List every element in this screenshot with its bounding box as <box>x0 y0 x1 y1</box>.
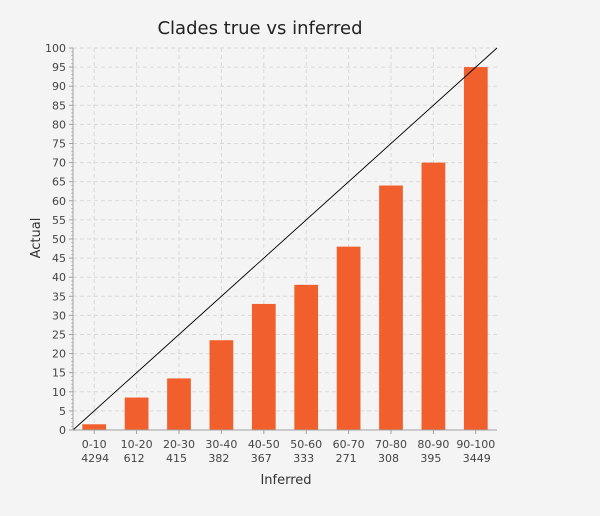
y-tick-label: 10 <box>52 386 66 399</box>
y-tick-label: 85 <box>52 99 66 112</box>
bar-10-20 <box>124 397 149 430</box>
y-tick-label: 60 <box>52 195 66 208</box>
bar-60-70 <box>336 246 361 430</box>
bar-90-100 <box>463 67 488 430</box>
y-tick-label: 90 <box>52 80 66 93</box>
y-tick-label: 100 <box>45 42 66 55</box>
x-tick-label: 50-60 <box>290 438 322 451</box>
diagonal-reference-line <box>72 47 498 431</box>
x-tick-count-label: 382 <box>208 452 229 465</box>
y-tick-label: 15 <box>52 367 66 380</box>
x-tick-count-label: 308 <box>378 452 399 465</box>
x-tick-label: 0-10 <box>82 438 107 451</box>
y-tick-label: 50 <box>52 233 66 246</box>
y-tick-label: 20 <box>52 348 66 361</box>
y-tick-label: 40 <box>52 271 66 284</box>
y-tick-label: 25 <box>52 329 66 342</box>
y-tick-label: 95 <box>52 61 66 74</box>
x-tick-label: 90-100 <box>456 438 495 451</box>
bar-0-10 <box>82 424 107 430</box>
x-tick-count-label: 395 <box>420 452 441 465</box>
x-axis-label: Inferred <box>260 473 311 488</box>
bar-30-40 <box>209 340 234 430</box>
x-tick-count-label: 4294 <box>81 452 109 465</box>
bar-layer <box>82 67 488 430</box>
x-tick-label: 20-30 <box>163 438 195 451</box>
x-tick-count-label: 3449 <box>463 452 491 465</box>
x-tick-label: 60-70 <box>333 438 365 451</box>
y-tick-label: 5 <box>59 405 66 418</box>
x-tick-count-label: 271 <box>336 452 357 465</box>
y-tick-label: 30 <box>52 309 66 322</box>
x-tick-label: 40-50 <box>248 438 280 451</box>
bar-50-60 <box>294 284 319 430</box>
bar-20-30 <box>167 378 191 430</box>
x-tick-count-label: 415 <box>166 452 187 465</box>
x-tick-label: 70-80 <box>375 438 407 451</box>
bar-70-80 <box>379 185 403 430</box>
y-tick-label: 35 <box>52 290 66 303</box>
x-tick-count-label: 612 <box>124 452 145 465</box>
y-tick-label: 45 <box>52 252 66 265</box>
y-axis-label: Actual <box>29 218 44 259</box>
x-tick-label: 80-90 <box>417 438 449 451</box>
y-tick-label: 55 <box>52 214 66 227</box>
y-tick-label: 70 <box>52 157 66 170</box>
y-tick-label: 80 <box>52 118 66 131</box>
y-tick-label: 75 <box>52 138 66 151</box>
chart-title: Clades true vs inferred <box>157 18 362 39</box>
bar-80-90 <box>421 162 446 430</box>
x-tick-label: 10-20 <box>121 438 153 451</box>
x-tick-count-label: 333 <box>293 452 314 465</box>
bar-40-50 <box>251 303 276 430</box>
x-tick-label: 30-40 <box>205 438 237 451</box>
reference-line-layer <box>72 47 498 431</box>
y-tick-label: 0 <box>59 424 66 437</box>
x-tick-count-label: 367 <box>251 452 272 465</box>
axis-layer: 0 5 10 15 20 25 30 35 40 45 50 55 60 65 70 75 80 85 90 95 10… <box>45 42 497 465</box>
y-tick-label: 65 <box>52 176 66 189</box>
